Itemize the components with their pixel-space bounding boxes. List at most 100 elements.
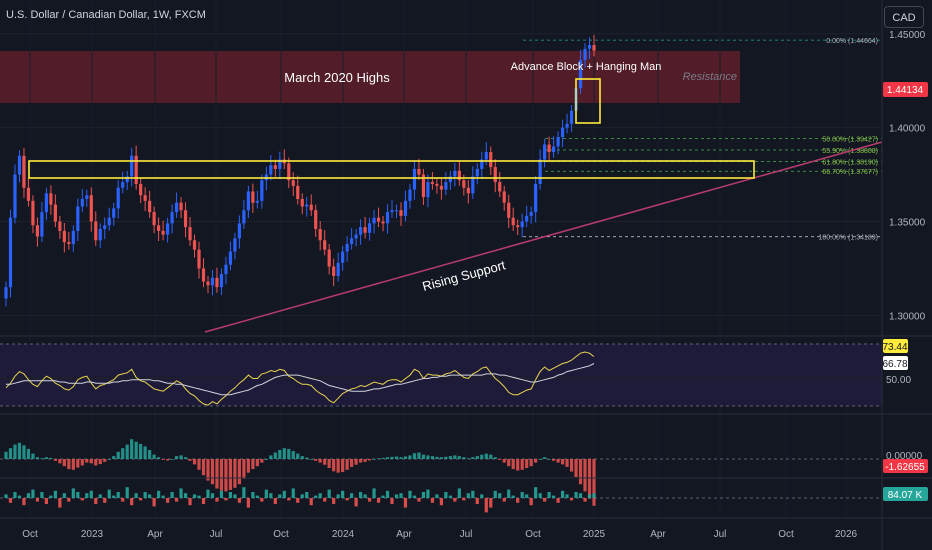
- macd-bar: [403, 456, 408, 459]
- volume-bar: [457, 488, 461, 498]
- macd-bar: [237, 459, 242, 485]
- x-axis: Oct 2023 Apr Jul Oct 2024 Apr Jul Oct 2025 Apr Jul O…: [22, 529, 857, 540]
- candle-body: [475, 168, 479, 177]
- candle-body: [44, 193, 48, 213]
- macd-bar: [40, 458, 44, 460]
- volume-bar: [367, 498, 372, 502]
- macd-bar: [412, 453, 417, 459]
- macd-bar: [305, 457, 309, 459]
- volume-bar: [183, 493, 188, 498]
- candle-body: [242, 210, 246, 224]
- candle-body: [125, 176, 129, 183]
- candle-body: [381, 221, 385, 224]
- currency-button[interactable]: CAD: [884, 6, 924, 28]
- volume-bar: [552, 495, 556, 498]
- volume-bar: [305, 492, 309, 498]
- macd-bar: [26, 448, 31, 459]
- candle-body: [394, 210, 399, 212]
- volume-bar: [578, 493, 583, 498]
- macd-bar: [547, 459, 551, 460]
- candle-body: [327, 249, 331, 267]
- volume-bar: [157, 490, 161, 498]
- volume-bar: [22, 498, 26, 506]
- candle-body: [192, 240, 197, 250]
- x-tick-label: Oct: [273, 529, 289, 540]
- macd-bar: [529, 459, 533, 467]
- macd-bar: [278, 450, 282, 459]
- candle-body: [89, 195, 93, 222]
- volume-bar: [529, 498, 533, 506]
- candle-body: [269, 165, 273, 175]
- candle-body: [224, 264, 228, 275]
- candle-body: [4, 287, 8, 299]
- macd-bar: [538, 459, 542, 460]
- candle-body: [421, 174, 426, 198]
- macd-bar: [251, 459, 255, 470]
- volume-bar: [85, 493, 89, 498]
- volume-bar: [538, 493, 542, 498]
- macd-bar: [31, 453, 35, 459]
- volume-bar: [381, 495, 385, 498]
- macd-bar: [80, 459, 84, 466]
- volume-bar: [287, 498, 291, 501]
- candle-body: [157, 225, 161, 231]
- candle-body: [76, 206, 80, 231]
- annotation-march-highs: March 2020 Highs: [284, 70, 390, 85]
- candle-body: [560, 127, 565, 138]
- macd-bar: [390, 456, 394, 459]
- volume-bar: [4, 494, 8, 498]
- macd-histogram: [4, 439, 596, 506]
- volume-bar: [493, 490, 497, 498]
- volume-bar: [44, 498, 48, 504]
- volume-bar: [323, 498, 327, 502]
- volume-bar: [40, 492, 44, 498]
- macd-bar: [543, 457, 547, 459]
- volume-oscillator: [4, 487, 596, 513]
- volume-bar: [336, 494, 340, 498]
- macd-bar: [4, 451, 8, 459]
- macd-bar: [314, 459, 318, 461]
- candle-body: [49, 193, 53, 205]
- macd-bar: [493, 457, 497, 459]
- macd-bar: [367, 459, 372, 461]
- macd-bar: [466, 458, 470, 460]
- macd-bar: [161, 459, 165, 460]
- macd-bar: [376, 458, 381, 460]
- macd-bar: [430, 456, 435, 459]
- candle-body: [134, 155, 138, 184]
- volume-bar: [89, 490, 93, 498]
- candle-body: [58, 221, 62, 231]
- volume-bar: [13, 492, 17, 498]
- candle-body: [188, 227, 192, 241]
- candle-body: [412, 168, 417, 190]
- candle-body: [547, 144, 551, 153]
- candle-body: [462, 180, 466, 188]
- volume-bar: [219, 490, 224, 498]
- macd-bar: [480, 454, 484, 459]
- volume-bar: [475, 498, 479, 504]
- macd-bar: [592, 459, 596, 506]
- volume-bar: [534, 487, 538, 498]
- candle-body: [206, 281, 210, 286]
- macd-bar: [139, 443, 143, 459]
- candle-body: [430, 182, 435, 184]
- candle-body: [569, 110, 574, 124]
- macd-bar: [17, 442, 22, 459]
- macd-bar: [228, 459, 233, 490]
- volume-bar: [17, 495, 22, 498]
- candle-body: [520, 221, 524, 228]
- candle-body: [197, 249, 201, 269]
- macd-bar: [206, 459, 210, 481]
- candle-body: [237, 223, 242, 239]
- volume-bar: [255, 495, 259, 498]
- volume-bar: [170, 492, 174, 498]
- macd-bar: [408, 455, 412, 459]
- volume-bar: [121, 498, 125, 502]
- volume-bar: [516, 498, 520, 503]
- candle-body: [148, 200, 152, 213]
- volume-bar: [574, 492, 578, 498]
- volume-bar: [350, 493, 354, 498]
- macd-bar: [520, 459, 524, 470]
- macd-bar: [511, 459, 515, 470]
